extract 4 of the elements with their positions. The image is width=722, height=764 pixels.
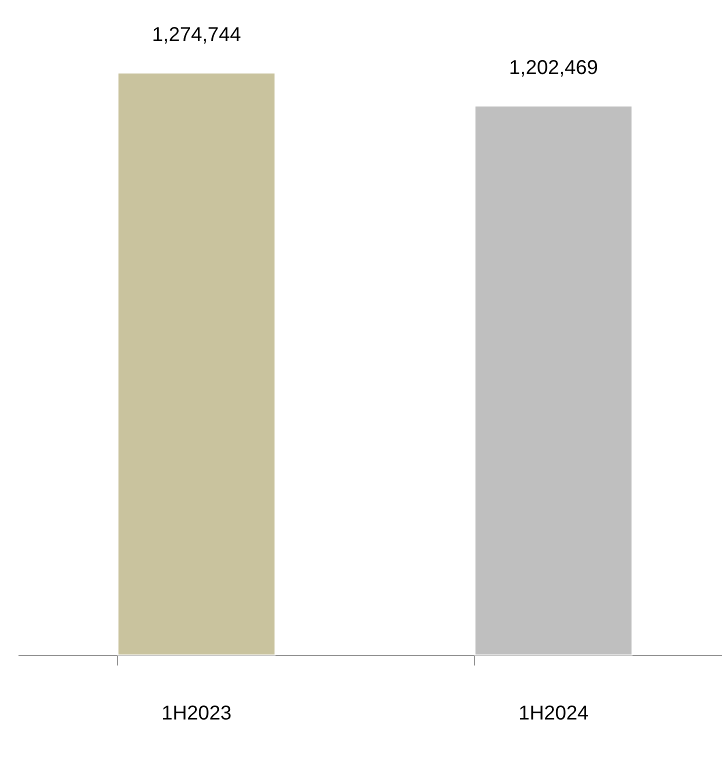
data-label: 1,202,469 [509, 57, 598, 79]
data-label: 1,274,744 [152, 24, 241, 46]
x-tick-label: 1H2023 [161, 702, 232, 724]
x-tick-label: 1H2024 [518, 702, 589, 724]
